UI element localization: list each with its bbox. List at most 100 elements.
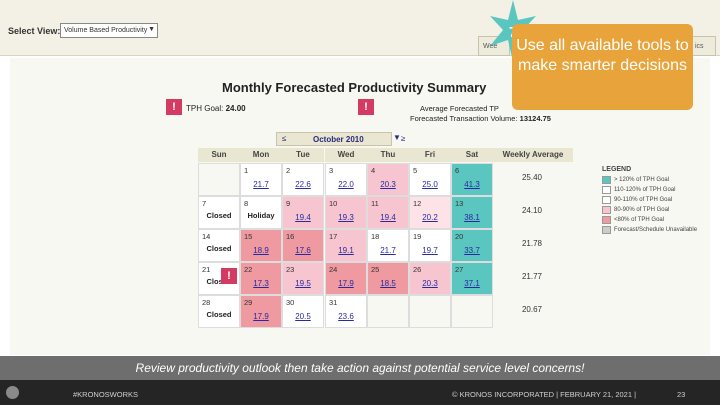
calendar-day-cell[interactable]: 5 25.0 <box>409 163 451 196</box>
weekly-average: 21.78 <box>521 239 543 248</box>
day-tph-link[interactable]: 20.3 <box>380 180 396 189</box>
day-number: 24 <box>329 265 338 274</box>
calendar-header: Mon <box>240 148 282 162</box>
warning-icon: ! <box>358 99 374 115</box>
calendar-day-cell[interactable]: 11 19.4 <box>367 196 409 229</box>
legend-item: 90-110% of TPH Goal <box>602 195 712 205</box>
day-status-text: Holiday <box>247 211 275 220</box>
month-picker-icon[interactable]: ▼ <box>393 133 401 142</box>
legend-label: <80% of TPH Goal <box>614 217 665 223</box>
day-tph-link[interactable]: 20.3 <box>422 279 438 288</box>
calendar-day-cell[interactable]: 16 17.6 <box>282 229 324 262</box>
day-tph-link[interactable]: 17.6 <box>295 246 311 255</box>
day-tph-link[interactable]: 21.7 <box>380 246 396 255</box>
forecast-volume: Forecasted Transaction Volume: 13124.75 <box>410 114 551 123</box>
calendar-day-cell[interactable]: 4 20.3 <box>367 163 409 196</box>
calendar-day-cell[interactable]: 7 Closed <box>198 196 240 229</box>
day-number: 6 <box>455 166 460 175</box>
day-number: 28 <box>202 298 211 307</box>
day-tph-link[interactable]: 22.0 <box>338 180 354 189</box>
day-number: 16 <box>286 232 295 241</box>
calendar-day-cell[interactable]: 8 Holiday <box>240 196 282 229</box>
calendar-day-cell[interactable]: 18 21.7 <box>367 229 409 262</box>
day-number: 4 <box>371 166 376 175</box>
legend-rows: > 120% of TPH Goal 110-120% of TPH Goal 90… <box>602 175 712 235</box>
calendar-day-cell[interactable]: 13 38.1 <box>451 196 493 229</box>
next-month-button[interactable]: ≥ <box>401 134 406 143</box>
day-number: 22 <box>244 265 253 274</box>
day-tph-link[interactable]: 17.3 <box>253 279 269 288</box>
calendar-header: Tue <box>282 148 324 162</box>
calendar-day-cell[interactable]: 30 20.5 <box>282 295 324 328</box>
calendar-day-cell[interactable]: 28 Closed <box>198 295 240 328</box>
footer: #KRONOSWORKS © KRONOS INCORPORATED | FEB… <box>0 380 720 405</box>
day-tph-link[interactable]: 38.1 <box>464 213 480 222</box>
calendar-day-cell[interactable]: 3 22.0 <box>325 163 367 196</box>
calendar-day-cell[interactable]: 12 20.2 <box>409 196 451 229</box>
day-tph-link[interactable]: 23.6 <box>338 312 354 321</box>
calendar-day-cell[interactable]: 2 22.6 <box>282 163 324 196</box>
day-number: 12 <box>413 199 422 208</box>
legend-title: LEGEND <box>602 166 632 173</box>
day-tph-link[interactable]: 19.5 <box>295 279 311 288</box>
day-tph-link[interactable]: 19.1 <box>338 246 354 255</box>
month-label: October 2010 <box>313 135 364 144</box>
legend-item: 80-90% of TPH Goal <box>602 205 712 215</box>
day-tph-link[interactable]: 19.3 <box>338 213 354 222</box>
calendar-day-cell <box>198 163 240 196</box>
calendar-day-cell[interactable]: 10 19.3 <box>325 196 367 229</box>
day-tph-link[interactable]: 20.5 <box>295 312 311 321</box>
day-tph-link[interactable]: 17.9 <box>253 312 269 321</box>
callout-box: Use all available tools to make smarter … <box>512 24 693 110</box>
select-view-value: Volume Based Productivity <box>64 27 148 34</box>
calendar-day-cell[interactable]: 9 19.4 <box>282 196 324 229</box>
calendar-day-cell[interactable]: 14 Closed <box>198 229 240 262</box>
day-tph-link[interactable]: 19.7 <box>422 246 438 255</box>
calendar-day-cell[interactable]: 1 21.7 <box>240 163 282 196</box>
day-tph-link[interactable]: 19.4 <box>380 213 396 222</box>
weekly-average: 25.40 <box>521 173 543 182</box>
calendar-day-cell[interactable]: 29 17.9 <box>240 295 282 328</box>
select-view-label: Select View: <box>8 26 61 36</box>
calendar-day-cell[interactable]: 27 37.1 <box>451 262 493 295</box>
calendar-day-cell[interactable]: 24 17.9 <box>325 262 367 295</box>
tab-statistics[interactable]: ics <box>690 36 716 56</box>
day-tph-link[interactable]: 25.0 <box>422 180 438 189</box>
calendar-day-cell[interactable]: 22 17.3 <box>240 262 282 295</box>
day-tph-link[interactable]: 37.1 <box>464 279 480 288</box>
calendar-header: Weekly Average <box>493 148 573 162</box>
calendar-day-cell[interactable]: 26 20.3 <box>409 262 451 295</box>
day-number: 1 <box>244 166 249 175</box>
day-tph-link[interactable]: 19.4 <box>295 213 311 222</box>
calendar-day-cell[interactable]: 31 23.6 <box>325 295 367 328</box>
day-tph-link[interactable]: 17.9 <box>338 279 354 288</box>
legend-swatch <box>602 216 611 224</box>
calendar-day-cell[interactable]: 23 19.5 <box>282 262 324 295</box>
calendar-day-cell[interactable]: 17 19.1 <box>325 229 367 262</box>
day-tph-link[interactable]: 33.7 <box>464 246 480 255</box>
day-tph-link[interactable]: 20.2 <box>422 213 438 222</box>
tph-goal-value: 24.00 <box>225 104 246 113</box>
day-number: 11 <box>371 199 379 208</box>
day-tph-link[interactable]: 18.5 <box>380 279 396 288</box>
day-tph-link[interactable]: 41.3 <box>464 180 480 189</box>
day-number: 29 <box>244 298 253 307</box>
calendar-day-cell[interactable]: 25 18.5 <box>367 262 409 295</box>
legend-swatch <box>602 226 611 234</box>
select-view-dropdown[interactable]: Volume Based Productivity ▼ <box>60 23 158 38</box>
calendar-day-cell[interactable]: 15 18.9 <box>240 229 282 262</box>
day-status-text: Closed <box>206 211 232 220</box>
legend-swatch <box>602 196 611 204</box>
calendar-day-cell[interactable]: 6 41.3 <box>451 163 493 196</box>
day-tph-link[interactable]: 21.7 <box>253 180 269 189</box>
day-tph-link[interactable]: 22.6 <box>295 180 311 189</box>
prev-month-button[interactable]: ≤ <box>282 134 287 143</box>
calendar-day-cell[interactable]: 20 33.7 <box>451 229 493 262</box>
legend-swatch <box>602 206 611 214</box>
day-tph-link[interactable]: 18.9 <box>253 246 269 255</box>
tph-goal-label: TPH Goal: <box>186 104 224 113</box>
day-number: 26 <box>413 265 422 274</box>
calendar-day-cell[interactable]: 19 19.7 <box>409 229 451 262</box>
legend-label: 80-90% of TPH Goal <box>614 207 670 213</box>
